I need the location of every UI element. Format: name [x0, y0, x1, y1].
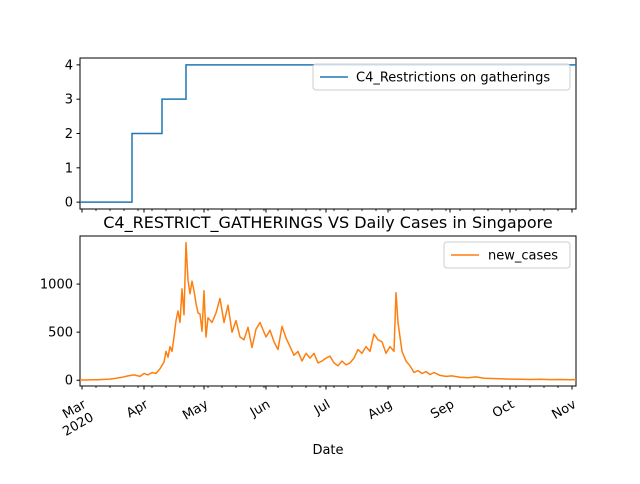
x-tick-label: Aug: [366, 397, 395, 423]
x-tick-label: May: [180, 397, 211, 424]
top-y-tick-label: 0: [65, 196, 73, 211]
bottom-plot-frame: [79, 235, 577, 387]
chart-title: C4_RESTRICT_GATHERINGS VS Daily Cases in…: [103, 213, 552, 233]
x-tick-label-group: Apr: [124, 397, 152, 422]
x-tick-label: Nov: [550, 397, 580, 423]
top-y-tick-label: 3: [65, 93, 73, 108]
restrictions-series-line: [80, 64, 576, 203]
x-tick-label: Apr: [124, 397, 152, 422]
x-tick-label-group: Aug: [366, 397, 395, 423]
x-tick-label: Oct: [490, 397, 517, 421]
x-tick-label-group: Jul: [311, 397, 333, 418]
bottom-legend-label: new_cases: [488, 249, 558, 264]
top-y-tick-label: 1: [65, 161, 73, 176]
x-tick-label-group: May: [180, 397, 211, 424]
x-tick-label-group: Sep: [428, 397, 457, 422]
new-cases-series-line: [79, 241, 577, 381]
bottom-y-tick-label: 1000: [40, 278, 73, 293]
top-legend-box: [312, 63, 571, 91]
x-tick-label: Jul: [311, 397, 333, 418]
x-axis-label: Date: [312, 443, 343, 458]
x-tick-label: Sep: [428, 397, 457, 422]
top-legend-label: C4_Restrictions on gatherings: [356, 71, 550, 86]
x-tick-label: Jun: [247, 397, 273, 421]
x-tick-label-group: Nov: [550, 397, 580, 423]
bottom-y-tick-label: 500: [48, 326, 73, 341]
x-tick-label-group: Oct: [490, 397, 517, 421]
x-tick-label-group: Jun: [247, 397, 273, 421]
top-y-tick-label: 2: [65, 127, 73, 142]
bottom-y-tick-label: 0: [65, 374, 73, 389]
bottom-legend-box: [443, 241, 571, 269]
top-y-tick-label: 4: [65, 58, 73, 73]
